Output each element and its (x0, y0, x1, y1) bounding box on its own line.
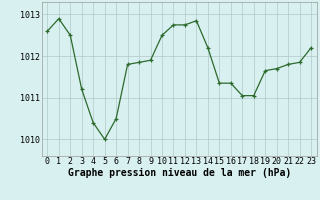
X-axis label: Graphe pression niveau de la mer (hPa): Graphe pression niveau de la mer (hPa) (68, 168, 291, 178)
